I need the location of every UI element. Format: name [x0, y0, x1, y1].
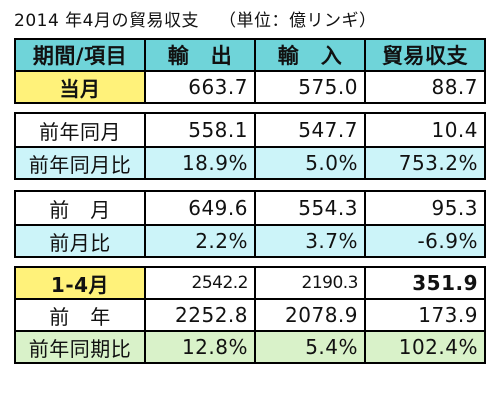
unit-label: （単位：億リンギ）: [218, 11, 377, 31]
trade-table-mom: 前 月 649.6 554.3 95.3 前月比 2.2% 3.7% -6.9%: [14, 190, 486, 258]
imports-cell: 5.0%: [254, 146, 366, 180]
balance-cell: 102.4%: [364, 330, 486, 364]
table-row: 当月 663.7 575.0 88.7: [14, 70, 486, 104]
header-exports: 輸 出: [144, 38, 256, 72]
title-text: 2014 年4月の貿易収支: [14, 11, 199, 31]
table-row: 前年同月比 18.9% 5.0% 753.2%: [14, 146, 486, 180]
table-row: 前年同期比 12.8% 5.4% 102.4%: [14, 330, 486, 364]
header-row: 期間/項目 輸 出 輸 入 貿易収支: [14, 38, 486, 72]
row-label: 前 月: [14, 190, 146, 226]
header-balance: 貿易収支: [364, 38, 486, 72]
balance-cell: 10.4: [364, 112, 486, 148]
trade-table-yoy: 前年同月 558.1 547.7 10.4 前年同月比 18.9% 5.0% 7…: [14, 112, 486, 180]
imports-cell: 575.0: [254, 70, 366, 104]
table-row: 前 月 649.6 554.3 95.3: [14, 190, 486, 226]
row-label: 前年同月: [14, 112, 146, 148]
balance-cell: 173.9: [364, 298, 486, 332]
imports-cell: 3.7%: [254, 224, 366, 258]
row-label: 前 年: [14, 298, 146, 332]
exports-cell: 2542.2: [144, 266, 256, 300]
header-imports: 輸 入: [254, 38, 366, 72]
exports-cell: 558.1: [144, 112, 256, 148]
trade-table-ytd: 1-4月 2542.2 2190.3 351.9 前 年 2252.8 2078…: [14, 266, 486, 364]
exports-cell: 663.7: [144, 70, 256, 104]
row-label: 前年同月比: [14, 146, 146, 180]
exports-cell: 18.9%: [144, 146, 256, 180]
exports-cell: 2.2%: [144, 224, 256, 258]
row-label: 前月比: [14, 224, 146, 258]
exports-cell: 12.8%: [144, 330, 256, 364]
imports-cell: 554.3: [254, 190, 366, 226]
exports-cell: 649.6: [144, 190, 256, 226]
imports-cell: 5.4%: [254, 330, 366, 364]
balance-cell: 753.2%: [364, 146, 486, 180]
row-label: 当月: [14, 70, 146, 104]
table-row: 前 年 2252.8 2078.9 173.9: [14, 298, 486, 332]
balance-cell: 351.9: [364, 266, 486, 300]
table-title: 2014 年4月の貿易収支 （単位：億リンギ）: [14, 8, 494, 34]
balance-cell: -6.9%: [364, 224, 486, 258]
exports-cell: 2252.8: [144, 298, 256, 332]
imports-cell: 2078.9: [254, 298, 366, 332]
table-row: 1-4月 2542.2 2190.3 351.9: [14, 266, 486, 300]
row-label: 1-4月: [14, 266, 146, 300]
imports-cell: 2190.3: [254, 266, 366, 300]
table-row: 前年同月 558.1 547.7 10.4: [14, 112, 486, 148]
table-row: 前月比 2.2% 3.7% -6.9%: [14, 224, 486, 258]
imports-cell: 547.7: [254, 112, 366, 148]
header-period: 期間/項目: [14, 38, 146, 72]
balance-cell: 88.7: [364, 70, 486, 104]
balance-cell: 95.3: [364, 190, 486, 226]
row-label: 前年同期比: [14, 330, 146, 364]
trade-table-current: 期間/項目 輸 出 輸 入 貿易収支 当月 663.7 575.0 88.7: [14, 38, 486, 104]
